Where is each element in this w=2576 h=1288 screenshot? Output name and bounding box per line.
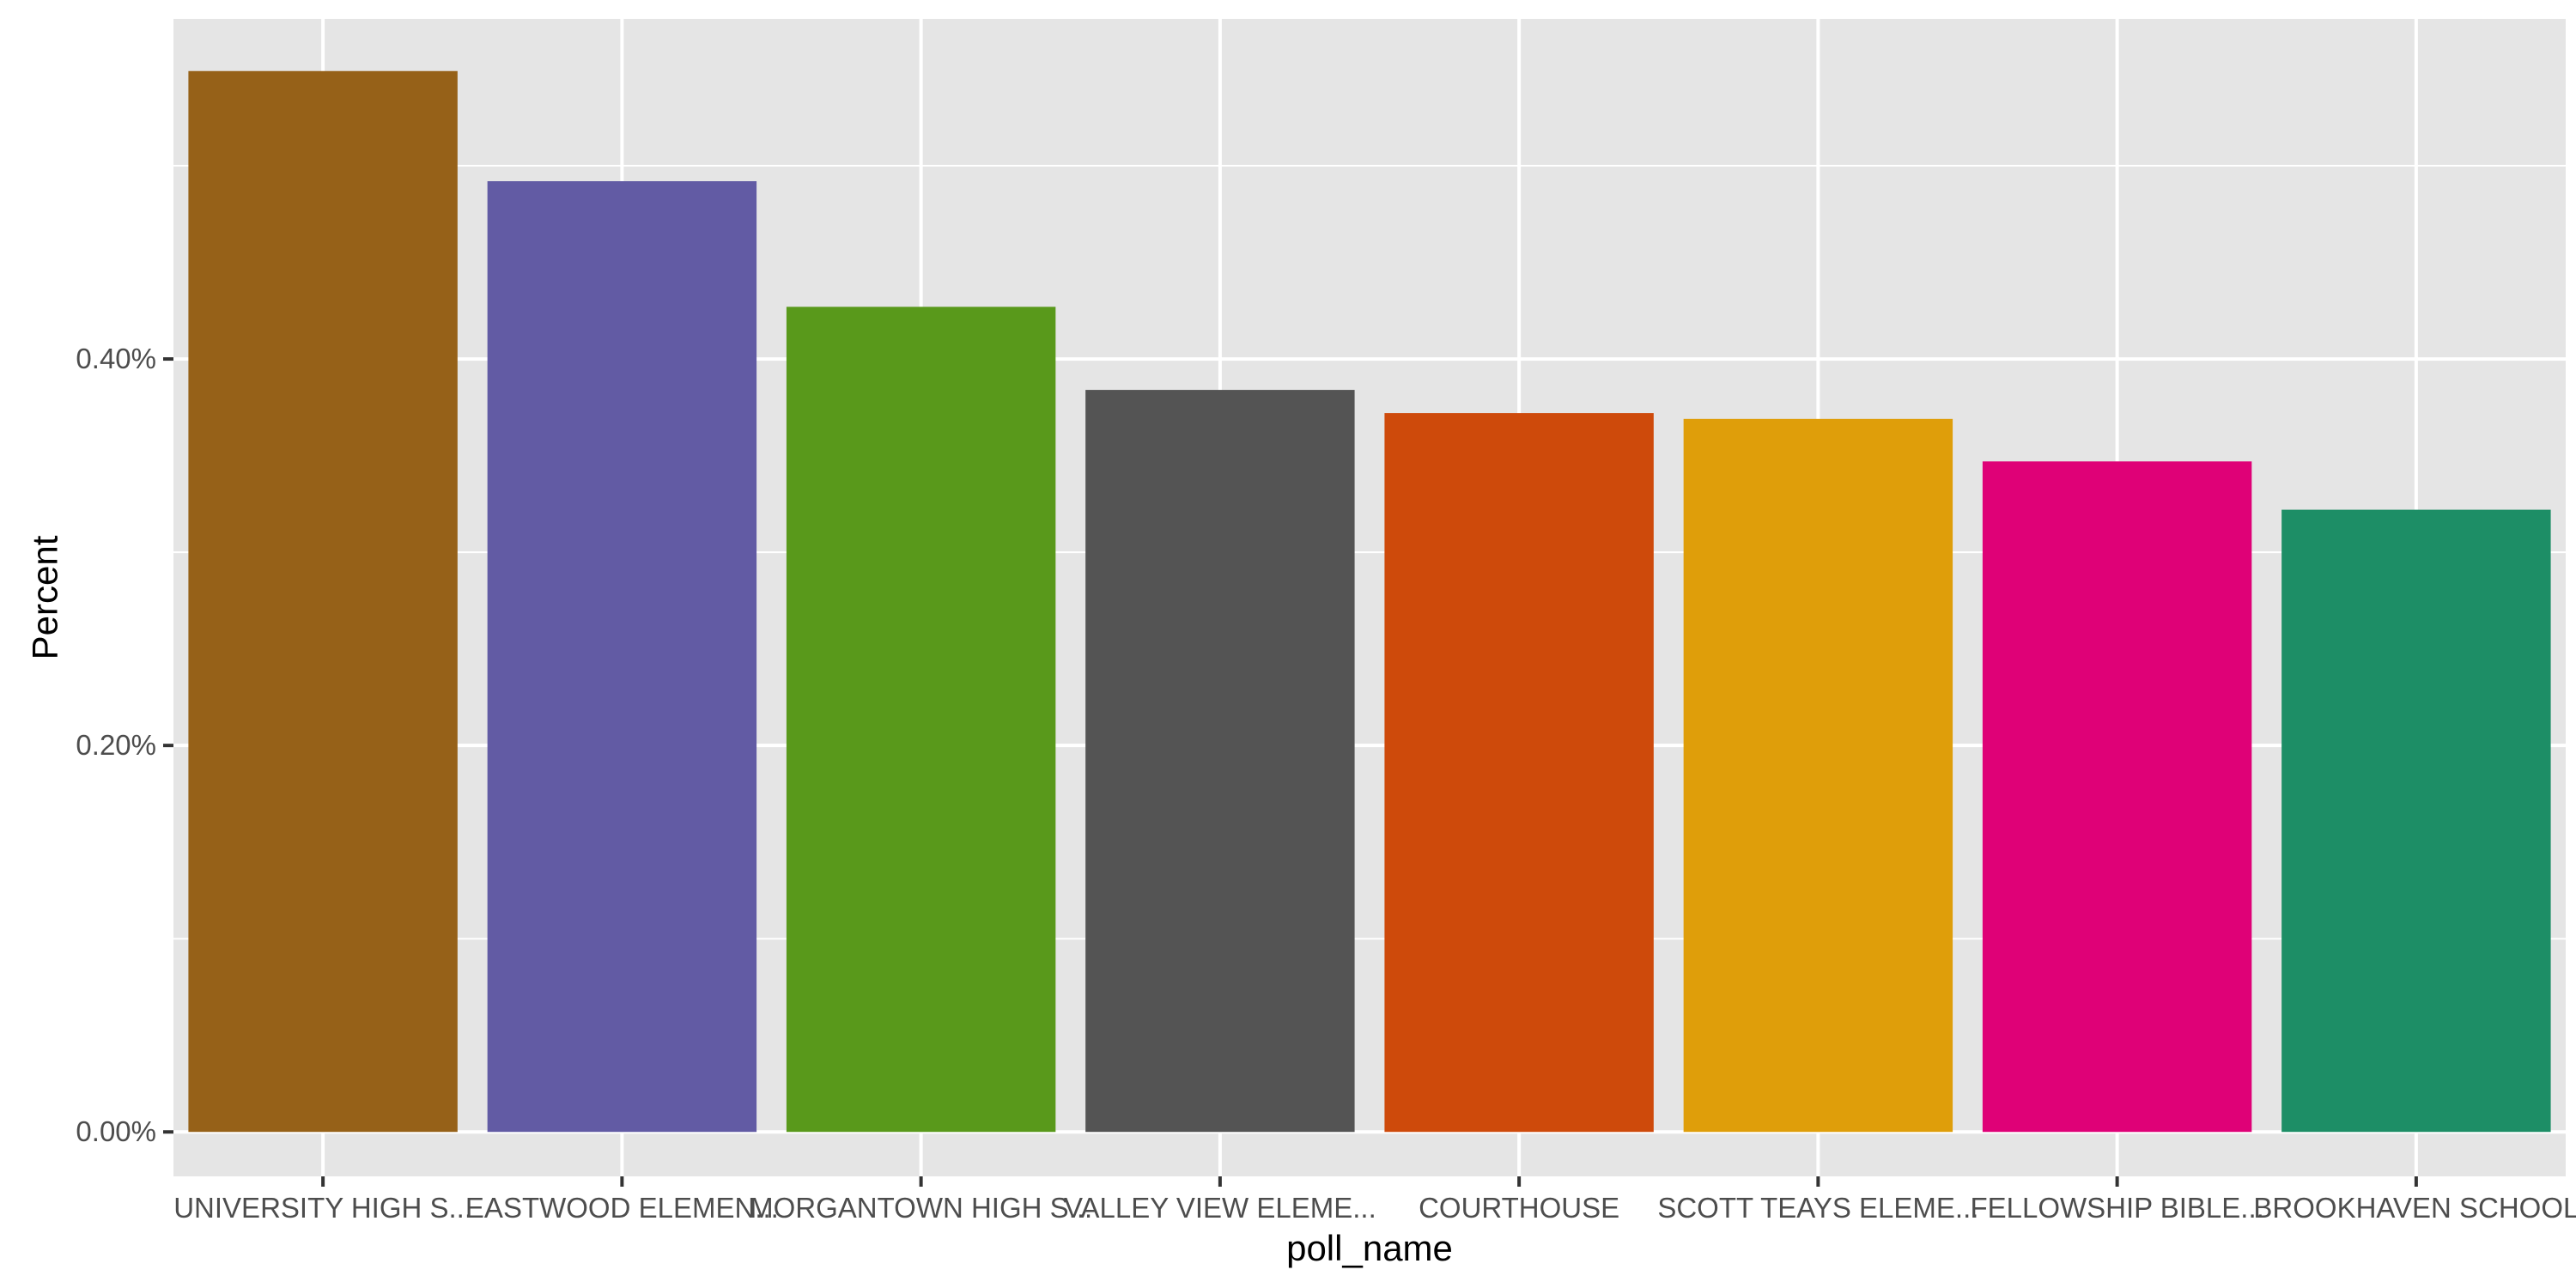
bar bbox=[487, 181, 757, 1133]
bars bbox=[188, 70, 2551, 1133]
y-tick-label: 0.20% bbox=[76, 729, 156, 761]
y-tick-label: 0.00% bbox=[76, 1115, 156, 1147]
x-axis-title: poll_name bbox=[1286, 1228, 1453, 1268]
x-tick-label: VALLEY VIEW ELEME... bbox=[1064, 1192, 1376, 1224]
x-tick-label: COURTHOUSE bbox=[1419, 1192, 1619, 1224]
bar bbox=[1085, 390, 1355, 1133]
y-tick-label: 0.40% bbox=[76, 343, 156, 374]
x-tick-label: SCOTT TEAYS ELEME... bbox=[1657, 1192, 1978, 1224]
bar bbox=[188, 70, 458, 1133]
bar bbox=[1384, 413, 1654, 1133]
x-tick-label: MORGANTOWN HIGH S... bbox=[750, 1192, 1092, 1224]
x-tick-label: FELLOWSHIP BIBLE... bbox=[1970, 1192, 2263, 1224]
bar bbox=[786, 307, 1056, 1133]
bar bbox=[2281, 509, 2551, 1133]
bar bbox=[1683, 418, 1953, 1133]
bar bbox=[1982, 461, 2252, 1133]
y-axis-title: Percent bbox=[25, 535, 65, 659]
y-axis: 0.00% 0.20% 0.40% bbox=[76, 343, 173, 1147]
x-axis: UNIVERSITY HIGH S...EASTWOOD ELEMEN...MO… bbox=[173, 1176, 2576, 1224]
x-tick-label: UNIVERSITY HIGH S... bbox=[173, 1192, 472, 1224]
x-tick-label: EASTWOOD ELEMEN... bbox=[465, 1192, 779, 1224]
x-tick-label: BROOKHAVEN SCHOOL bbox=[2253, 1192, 2576, 1224]
